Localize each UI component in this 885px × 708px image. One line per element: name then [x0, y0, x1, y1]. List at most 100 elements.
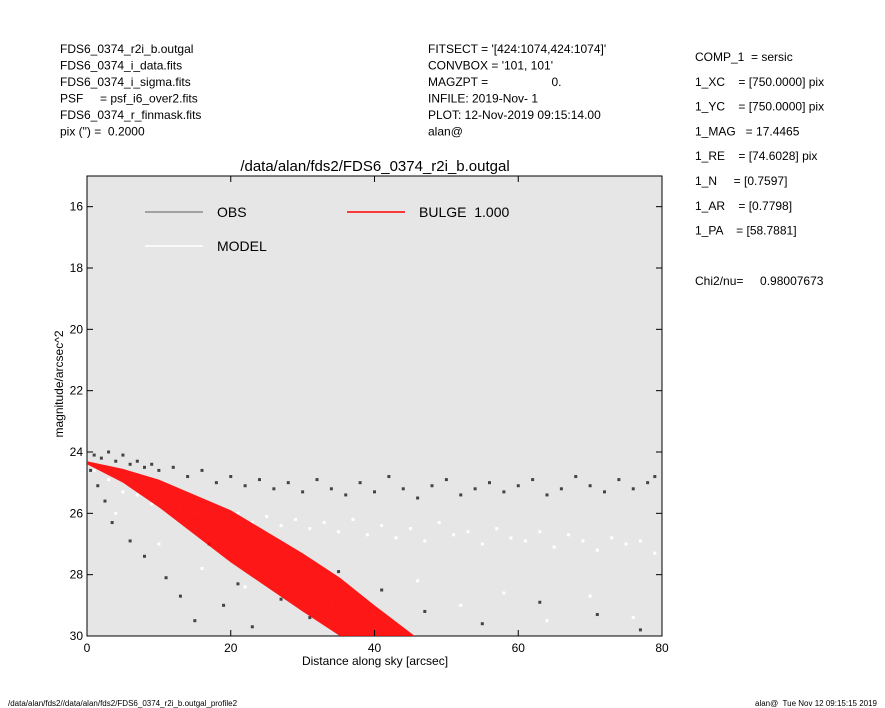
data-point: [157, 542, 161, 546]
data-point: [121, 490, 125, 494]
header-right-line: 1_XC = [750.0000] pix: [695, 75, 824, 89]
data-point: [229, 475, 233, 479]
data-point: [89, 468, 93, 472]
data-point: [143, 465, 146, 469]
data-point: [286, 481, 290, 485]
data-point: [243, 585, 247, 589]
data-point: [272, 487, 276, 491]
header-right-line: 1_RE = [74.6028] pix: [695, 149, 817, 163]
data-point: [250, 625, 254, 629]
header-center-line: MAGZPT = 0.: [428, 75, 561, 89]
data-point: [617, 478, 621, 482]
data-point: [603, 490, 606, 494]
data-point: [150, 462, 154, 466]
data-point: [114, 459, 118, 463]
data-point: [430, 484, 434, 488]
data-point: [171, 465, 175, 469]
y-tick-label: 20: [70, 322, 84, 336]
data-point: [444, 478, 448, 482]
data-point: [567, 533, 571, 537]
data-point: [373, 490, 376, 494]
header-left-line: FDS6_0374_i_sigma.fits: [60, 75, 191, 89]
footer-right: alan@ Tue Nov 12 09:15:15 2019: [755, 699, 878, 708]
data-point: [380, 588, 384, 592]
data-point: [581, 539, 585, 543]
header-right-line: 1_N = [0.7597]: [695, 174, 787, 188]
data-point: [279, 597, 283, 601]
data-point: [401, 487, 405, 491]
data-point: [588, 594, 592, 598]
y-tick-label: 28: [70, 568, 84, 582]
data-point: [265, 514, 269, 518]
header-center-line: CONVBOX = '101, 101': [428, 59, 553, 73]
model-band: [87, 461, 415, 636]
data-point: [103, 499, 107, 503]
data-point: [128, 539, 132, 543]
footer-left: /data/alan/fds2//data/alan/fds2/FDS6_037…: [8, 699, 238, 708]
legend-label: OBS: [217, 204, 247, 220]
legend-label: BULGE 1.000: [419, 204, 509, 220]
plot-background: [86, 175, 663, 637]
data-point: [538, 600, 542, 604]
header-center-line: alan@: [428, 125, 463, 139]
data-point: [480, 622, 484, 626]
data-point: [459, 603, 463, 607]
data-point: [308, 616, 312, 620]
data-point: [638, 628, 642, 632]
x-tick-label: 60: [512, 641, 526, 655]
data-point: [502, 490, 506, 494]
data-point: [552, 545, 556, 549]
chart-title: /data/alan/fds2/FDS6_0374_r2i_b.outgal: [240, 158, 509, 175]
data-point: [135, 459, 139, 463]
header-left-line: pix (") = 0.2000: [60, 125, 145, 139]
data-point: [624, 542, 628, 546]
data-point: [315, 478, 319, 482]
data-point: [193, 619, 197, 623]
data-point: [416, 496, 420, 500]
y-tick-label: 24: [70, 445, 84, 459]
data-point: [92, 468, 96, 472]
data-point: [96, 484, 100, 488]
header-right-line: 1_AR = [0.7798]: [695, 199, 792, 213]
x-tick-label: 20: [224, 641, 238, 655]
data-point: [488, 481, 491, 485]
data-point: [279, 524, 283, 528]
x-tick-label: 80: [655, 641, 669, 655]
header-left-line: FDS6_0374_i_data.fits: [60, 59, 182, 73]
data-point: [121, 453, 125, 457]
plot-area: [87, 450, 657, 636]
y-tick-label: 22: [70, 384, 84, 398]
data-point: [595, 613, 599, 617]
data-point: [250, 521, 254, 525]
data-point: [545, 619, 549, 623]
data-point: [358, 481, 362, 485]
data-point: [110, 521, 114, 525]
header-left-line: PSF = psf_i6_over2.fits: [60, 92, 198, 106]
data-point: [466, 530, 470, 534]
data-point: [459, 493, 463, 497]
data-point: [200, 468, 204, 472]
data-point: [480, 542, 484, 546]
data-point: [574, 475, 578, 479]
data-point: [351, 517, 355, 521]
data-point: [322, 521, 326, 525]
data-point: [329, 487, 333, 491]
header-left-line: FDS6_0374_r2i_b.outgal: [60, 42, 193, 56]
data-point: [588, 484, 592, 488]
data-point: [236, 582, 240, 586]
data-point: [538, 530, 542, 534]
data-point: [387, 475, 391, 479]
chi2: Chi2/nu= 0.98007673: [695, 274, 824, 288]
data-point: [502, 591, 506, 595]
data-point: [495, 527, 499, 531]
data-point: [308, 527, 312, 531]
y-tick-label: 16: [70, 200, 84, 214]
data-point: [200, 567, 204, 571]
data-point: [186, 475, 190, 479]
data-point: [631, 487, 635, 491]
data-point: [337, 530, 341, 534]
data-point: [164, 576, 168, 580]
data-point: [380, 524, 384, 528]
data-point: [437, 521, 441, 525]
